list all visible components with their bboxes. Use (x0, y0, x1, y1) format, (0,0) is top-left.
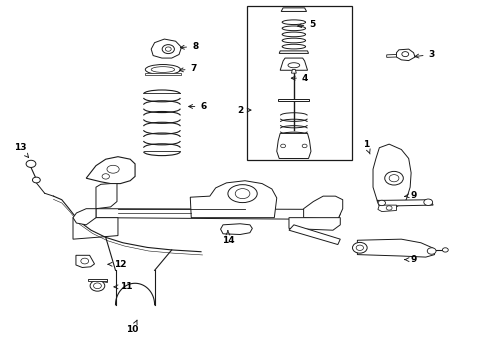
Polygon shape (289, 225, 340, 244)
Polygon shape (279, 51, 309, 53)
Polygon shape (396, 49, 415, 60)
Text: 12: 12 (108, 260, 126, 269)
Ellipse shape (424, 199, 433, 206)
Polygon shape (96, 209, 340, 220)
Polygon shape (86, 157, 135, 184)
Polygon shape (289, 218, 340, 230)
Ellipse shape (228, 185, 257, 203)
Polygon shape (278, 99, 310, 101)
Ellipse shape (146, 64, 180, 75)
Text: 13: 13 (14, 143, 28, 157)
Ellipse shape (352, 242, 367, 253)
Text: 9: 9 (405, 255, 417, 264)
Polygon shape (377, 200, 433, 206)
Ellipse shape (26, 160, 36, 167)
Text: 7: 7 (179, 64, 197, 73)
Text: 6: 6 (189, 102, 207, 111)
Polygon shape (190, 181, 277, 218)
Ellipse shape (402, 51, 409, 57)
Ellipse shape (442, 248, 448, 252)
Polygon shape (73, 218, 118, 239)
Text: 8: 8 (180, 42, 198, 51)
Polygon shape (378, 205, 396, 212)
Polygon shape (284, 134, 304, 158)
Text: 9: 9 (405, 190, 417, 199)
Ellipse shape (427, 248, 436, 254)
Polygon shape (88, 279, 107, 282)
Ellipse shape (378, 200, 386, 206)
Polygon shape (304, 196, 343, 220)
Polygon shape (280, 58, 308, 70)
Text: 3: 3 (415, 50, 435, 59)
Polygon shape (88, 279, 107, 282)
Ellipse shape (32, 177, 40, 183)
Polygon shape (220, 224, 252, 234)
Text: 14: 14 (221, 231, 234, 246)
Polygon shape (357, 239, 435, 257)
Ellipse shape (385, 171, 403, 185)
Ellipse shape (90, 280, 105, 291)
Bar (247, 6, 352, 160)
Polygon shape (281, 8, 307, 12)
Polygon shape (151, 39, 181, 58)
Text: 11: 11 (114, 282, 133, 291)
Polygon shape (277, 134, 311, 158)
Text: 2: 2 (237, 105, 251, 114)
Polygon shape (373, 144, 411, 207)
Polygon shape (292, 69, 296, 73)
Polygon shape (73, 209, 96, 225)
Polygon shape (96, 184, 117, 209)
Polygon shape (146, 73, 180, 75)
Text: 1: 1 (363, 140, 370, 154)
Polygon shape (387, 54, 396, 57)
Text: 10: 10 (126, 320, 139, 334)
Ellipse shape (162, 45, 174, 54)
Text: 4: 4 (291, 74, 308, 83)
Text: 5: 5 (297, 20, 316, 29)
Polygon shape (76, 255, 95, 267)
